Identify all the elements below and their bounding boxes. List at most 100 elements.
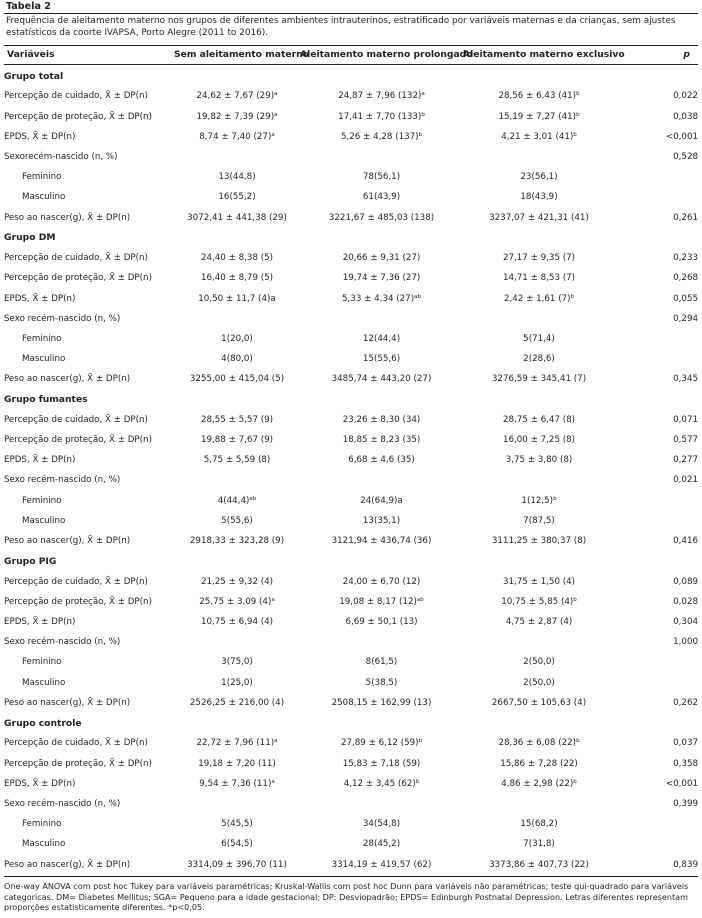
exclusive-breastfeeding-cell: 5(71,4) <box>463 329 615 349</box>
prolonged-breastfeeding-cell: 19,08 ± 8,17 (12)ab <box>300 592 463 612</box>
empty-cell <box>615 713 698 733</box>
significance-letter: b <box>576 111 580 118</box>
exclusive-breastfeeding-cell <box>463 147 615 167</box>
prolonged-breastfeeding-cell-text: 5,26 ± 4,28 (137) <box>340 131 419 142</box>
prolonged-breastfeeding-cell-text: 15(55,6) <box>362 354 401 365</box>
no-breastfeeding-cell-text: 3072,41 ± 441,38 (29) <box>187 212 287 223</box>
no-breastfeeding-cell-text: 19,82 ± 7,39 (29) <box>196 111 275 122</box>
variable-cell: EPDS, X̄ ± DP(n) <box>4 450 174 470</box>
p-value-cell-text: 0,037 <box>673 738 698 749</box>
significance-letter: a <box>274 111 278 118</box>
no-breastfeeding-cell: 6(54,5) <box>174 834 300 854</box>
p-value-cell-text: 0,022 <box>673 91 698 102</box>
sub-row: Masculino 5(55,6) 13(35,1) 7(87,5) <box>4 511 698 531</box>
no-breastfeeding-cell-text: 8,74 ± 7,40 (27) <box>199 131 272 142</box>
header-bottom-rule <box>4 64 698 65</box>
exclusive-breastfeeding-cell <box>463 632 615 652</box>
p-value-cell-text: 0,028 <box>673 596 698 607</box>
no-breastfeeding-cell-text: 24,62 ± 7,67 (29) <box>196 91 275 102</box>
header-top-rule <box>4 45 698 46</box>
exclusive-breastfeeding-cell-text: 7(87,5) <box>523 515 555 526</box>
prolonged-breastfeeding-cell-text: 24,00 ± 6,70 (12) <box>342 576 421 587</box>
empty-cell <box>463 66 615 86</box>
variable-cell-text: Masculino <box>22 354 66 365</box>
empty-cell <box>463 228 615 248</box>
variable-cell: Feminino <box>4 329 174 349</box>
sub-row: Feminino 4(44,4)ab 24(64,9)a 1(12,5)b <box>4 491 698 511</box>
prolonged-breastfeeding-cell-text: 24(64,9)a <box>360 495 403 506</box>
prolonged-breastfeeding-cell: 3121,94 ± 436,74 (36) <box>300 531 463 551</box>
variable-cell-text: Masculino <box>22 192 66 203</box>
prolonged-breastfeeding-cell-text: 12(44,4) <box>362 333 401 344</box>
sub-row: Feminino 1(20,0) 12(44,4) 5(71,4) <box>4 329 698 349</box>
variable-cell: Percepção de cuidado, X̄ ± DP(n) <box>4 733 174 753</box>
prolonged-breastfeeding-cell-text: 61(43,9) <box>362 192 401 203</box>
variable-cell: Peso ao nascer(g), X̄ ± DP(n) <box>4 531 174 551</box>
p-value-cell <box>615 834 698 854</box>
no-breastfeeding-cell: 24,62 ± 7,67 (29)a <box>174 86 300 106</box>
no-breastfeeding-cell: 10,50 ± 11,7 (4)a <box>174 288 300 308</box>
prolonged-breastfeeding-cell-text: 5(38,5) <box>365 677 398 688</box>
p-value-cell: 0,416 <box>615 531 698 551</box>
prolonged-breastfeeding-cell <box>300 794 463 814</box>
variable-cell: Percepção de proteção, X̄ ± DP(n) <box>4 268 174 288</box>
variable-cell: Grupo total <box>4 66 174 86</box>
variable-cell-text: Peso ao nascer(g), X̄ ± DP(n) <box>4 859 131 870</box>
variable-cell-text: EPDS, X̄ ± DP(n) <box>4 617 76 628</box>
variable-cell: Percepção de proteção, X̄ ± DP(n) <box>4 430 174 450</box>
variable-cell: Percepção de cuidado, X̄ ± DP(n) <box>4 410 174 430</box>
exclusive-breastfeeding-cell-text: 15,86 ± 7,28 (22) <box>500 758 578 769</box>
prolonged-breastfeeding-cell <box>300 147 463 167</box>
empty-cell <box>463 390 615 410</box>
significance-letter: ab <box>416 596 424 603</box>
empty-cell <box>463 551 615 571</box>
prolonged-breastfeeding-cell <box>300 309 463 329</box>
empty-cell <box>174 713 300 733</box>
table-row: Percepção de proteção, X̄ ± DP(n) 19,18 ±… <box>4 753 698 773</box>
significance-letter: b <box>573 596 577 603</box>
variable-cell: Masculino <box>4 349 174 369</box>
exclusive-breastfeeding-cell: 18(43,9) <box>463 187 615 207</box>
no-breastfeeding-cell-text: 10,75 ± 6,94 (4) <box>200 617 274 628</box>
exclusive-breastfeeding-cell-text: 28,75 ± 6,47 (8) <box>502 414 576 425</box>
empty-cell <box>615 228 698 248</box>
p-value-cell-text: <0,001 <box>665 778 698 789</box>
p-value-cell: 0,528 <box>615 147 698 167</box>
prolonged-breastfeeding-cell: 20,66 ± 9,31 (27) <box>300 248 463 268</box>
table-row: Sexo recém-nascido (n, %) 0,399 <box>4 794 698 814</box>
p-value-cell-text: 0,071 <box>673 414 698 425</box>
variable-cell: Sexo recém-nascido (n, %) <box>4 794 174 814</box>
p-value-cell: 0,055 <box>615 288 698 308</box>
p-value-cell: 0,304 <box>615 612 698 632</box>
variable-cell-text: Sexorecém-nascido (n, %) <box>4 151 118 162</box>
variable-cell: Masculino <box>4 673 174 693</box>
table-bottom-rule <box>4 876 698 877</box>
empty-cell <box>174 66 300 86</box>
significance-letter: b <box>570 293 575 300</box>
empty-cell <box>463 713 615 733</box>
p-value-cell-text: 0,294 <box>673 313 698 324</box>
variable-cell-text: EPDS, X̄ ± DP(n) <box>4 293 76 304</box>
prolonged-breastfeeding-cell: 78(56,1) <box>300 167 463 187</box>
prolonged-breastfeeding-cell-text: 5,33 ± 4,34 (27) <box>342 293 415 304</box>
header-prolonged-breastfeeding: Aleitamento materno prolongado <box>300 49 473 60</box>
p-value-cell-text: 0,268 <box>673 273 698 284</box>
p-value-cell: 0,089 <box>615 571 698 591</box>
exclusive-breastfeeding-cell-text: 2667,50 ± 105,63 (4) <box>491 697 587 708</box>
variable-cell: EPDS, X̄ ± DP(n) <box>4 127 174 147</box>
header-exclusive-breastfeeding: Aleitamento materno exclusivo <box>463 49 625 60</box>
significance-letter: b <box>576 738 580 745</box>
variable-cell-text: Percepção de proteção, X̄ ± DP(n) <box>4 758 152 769</box>
variable-cell-text: Percepção de cuidado, X̄ ± DP(n) <box>4 414 148 425</box>
sub-row: Feminino 3(75,0) 8(61,5) 2(50,0) <box>4 652 698 672</box>
prolonged-breastfeeding-cell: 24,87 ± 7,96 (132)a <box>300 86 463 106</box>
prolonged-breastfeeding-cell: 5,33 ± 4,34 (27)ab <box>300 288 463 308</box>
p-value-cell-text: 0,345 <box>673 374 698 385</box>
no-breastfeeding-cell: 8,74 ± 7,40 (27)a <box>174 127 300 147</box>
no-breastfeeding-cell: 3255,00 ± 415,04 (5) <box>174 369 300 389</box>
variable-cell-text: Sexo recém-nascido (n, %) <box>4 313 121 324</box>
prolonged-breastfeeding-cell: 18,85 ± 8,23 (35) <box>300 430 463 450</box>
table-row: Percepção de cuidado, X̄ ± DP(n) 24,40 ± … <box>4 248 698 268</box>
table-row: Sexorecém-nascido (n, %) 0,528 <box>4 147 698 167</box>
exclusive-breastfeeding-cell-text: 3237,07 ± 421,31 (41) <box>489 212 589 223</box>
